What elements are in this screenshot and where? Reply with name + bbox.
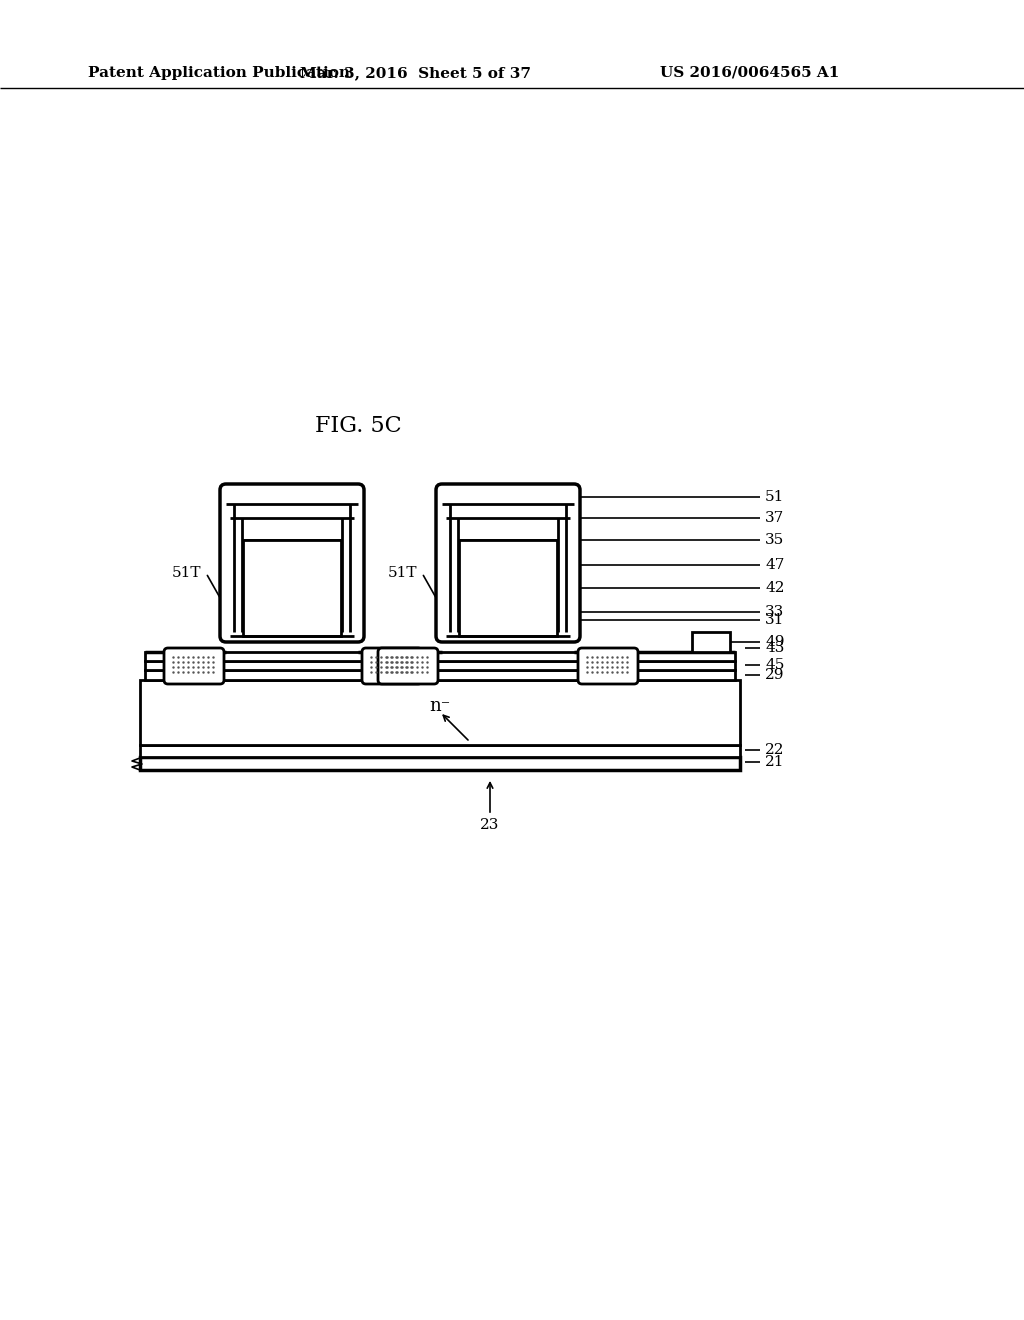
- Text: 49: 49: [765, 635, 784, 649]
- Text: 51T: 51T: [387, 566, 417, 579]
- FancyBboxPatch shape: [378, 648, 438, 684]
- Bar: [140, 744, 740, 756]
- Bar: [692, 632, 730, 652]
- Text: 43: 43: [765, 642, 784, 655]
- Bar: [145, 652, 735, 661]
- Text: n⁻: n⁻: [429, 697, 451, 715]
- Text: Mar. 3, 2016  Sheet 5 of 37: Mar. 3, 2016 Sheet 5 of 37: [299, 66, 530, 81]
- Text: 45: 45: [765, 657, 784, 672]
- FancyBboxPatch shape: [436, 484, 580, 642]
- Bar: [366, 652, 418, 680]
- Bar: [145, 671, 735, 680]
- Bar: [145, 661, 735, 671]
- Text: US 2016/0064565 A1: US 2016/0064565 A1: [660, 66, 840, 81]
- Bar: [140, 756, 740, 770]
- Bar: [140, 680, 740, 744]
- Text: Patent Application Publication: Patent Application Publication: [88, 66, 350, 81]
- Text: 22: 22: [765, 743, 784, 756]
- Text: 21: 21: [765, 755, 784, 770]
- Text: FIG. 5C: FIG. 5C: [314, 414, 401, 437]
- Text: 47: 47: [765, 558, 784, 572]
- Text: 37: 37: [765, 511, 784, 525]
- Text: 29: 29: [765, 668, 784, 682]
- Bar: [459, 540, 557, 636]
- Bar: [382, 652, 434, 680]
- Text: 23: 23: [480, 818, 500, 832]
- Text: 33: 33: [765, 605, 784, 619]
- Bar: [243, 540, 341, 636]
- Bar: [582, 652, 634, 680]
- Text: 42: 42: [765, 581, 784, 595]
- Text: 35: 35: [765, 533, 784, 546]
- FancyBboxPatch shape: [220, 484, 364, 642]
- FancyBboxPatch shape: [362, 648, 422, 684]
- FancyBboxPatch shape: [164, 648, 224, 684]
- Text: 31: 31: [765, 612, 784, 627]
- Bar: [168, 652, 220, 680]
- Text: 51T: 51T: [171, 566, 201, 579]
- FancyBboxPatch shape: [578, 648, 638, 684]
- Text: 51: 51: [765, 490, 784, 504]
